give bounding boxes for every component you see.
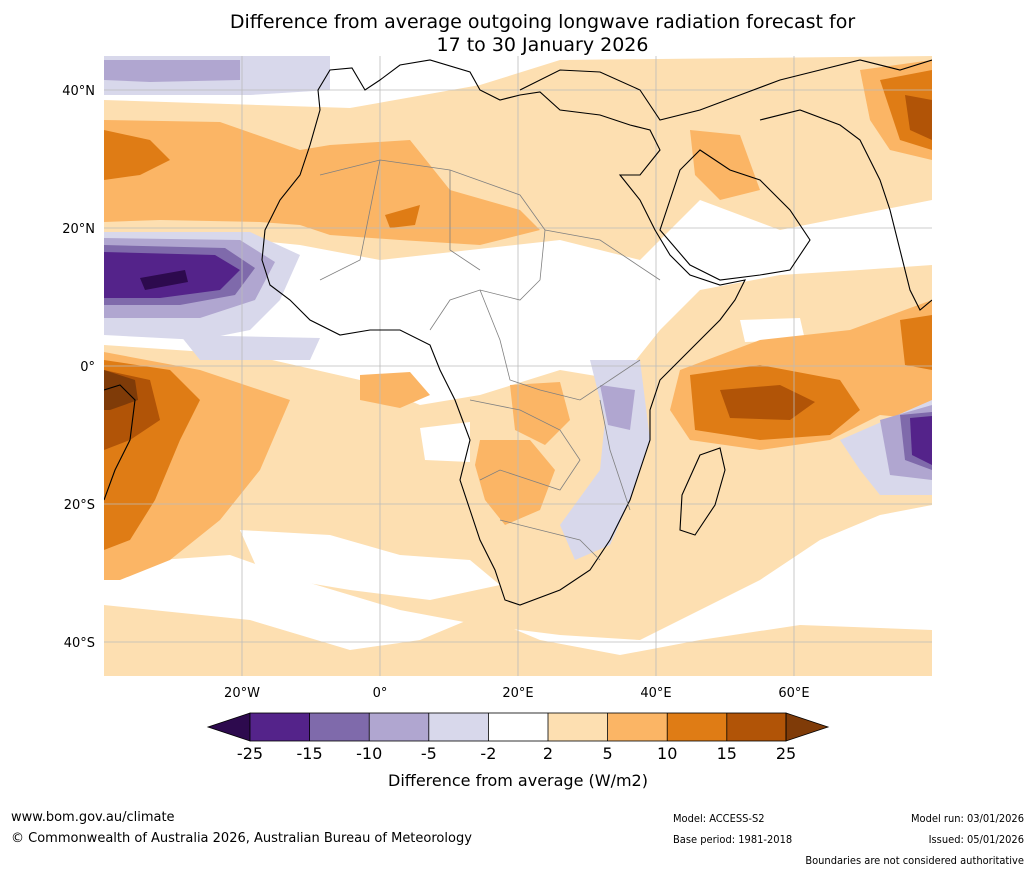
anomaly-region [910, 416, 932, 465]
colorbar-tick: -25 [237, 744, 263, 763]
anomaly-region [600, 385, 635, 430]
colorbar-tick: -10 [356, 744, 382, 763]
colorbar-swatch [250, 713, 310, 741]
colorbar-tick: 10 [657, 744, 677, 763]
colorbar-swatch [548, 713, 608, 741]
anomaly-map: 40°N 20°N 0° 20°S 40°S 20°W 0° 20°E 40°E… [62, 56, 932, 790]
anomaly-region [420, 422, 470, 462]
colorbar-tick: 25 [776, 744, 796, 763]
lon-label: 60°E [778, 686, 809, 701]
colorbar-tick: -15 [297, 744, 323, 763]
copyright-text: © Commonwealth of Australia 2026, Austra… [11, 831, 472, 846]
graticule [104, 56, 932, 676]
colorbar-tick: -2 [480, 744, 496, 763]
lat-label: 40°S [64, 636, 95, 651]
anomaly-region [385, 205, 420, 228]
lon-label: 40°E [640, 686, 671, 701]
colorbar-swatch [369, 713, 429, 741]
anomaly-region [510, 382, 570, 445]
anomaly-region [104, 60, 240, 82]
anomaly-region [104, 130, 170, 180]
colorbar-under-arrow [206, 712, 251, 742]
colorbar-tick: 5 [603, 744, 613, 763]
map-title-line-2: 17 to 30 January 2026 [436, 34, 649, 56]
anomaly-region [690, 130, 760, 200]
map-field [104, 56, 932, 676]
lat-label: 20°N [62, 222, 95, 237]
coastlines [104, 59, 932, 606]
boundaries-disclaimer: Boundaries are not considered authoritat… [805, 854, 1024, 867]
model-run-date: Model run: 03/01/2026 [911, 812, 1024, 825]
anomaly-region [900, 315, 932, 370]
country-borders [319, 159, 661, 561]
anomaly-region [104, 120, 540, 245]
lon-label: 20°W [224, 686, 260, 701]
anomaly-region [240, 530, 500, 600]
colorbar-swatch [309, 713, 370, 741]
anomaly-region [360, 372, 430, 408]
colorbar-swatch [488, 713, 548, 741]
anomaly-region [740, 318, 805, 342]
colorbar-ticks: -25 -15 -10 -5 -2 2 5 10 15 25 [237, 744, 796, 763]
colorbar-swatch [607, 713, 668, 741]
lat-label: 0° [80, 360, 95, 375]
lon-label: 0° [373, 686, 388, 701]
lat-label: 40°N [62, 84, 95, 99]
anomaly-region [180, 335, 320, 360]
lat-label: 20°S [64, 498, 95, 513]
base-period: Base period: 1981-2018 [673, 833, 793, 846]
colorbar: -25 -15 -10 -5 -2 2 5 10 15 25 Differenc… [206, 712, 830, 790]
longitude-labels: 20°W 0° 20°E 40°E 60°E [224, 686, 810, 701]
anomaly-region [104, 370, 138, 410]
anomaly-region [140, 270, 188, 290]
colorbar-swatch [726, 713, 787, 741]
map-title-line-1: Difference from average outgoing longwav… [229, 11, 856, 33]
anomaly-region [905, 95, 932, 140]
website-link[interactable]: www.bom.gov.au/climate [11, 810, 175, 825]
issued-date: Issued: 05/01/2026 [928, 833, 1024, 846]
colorbar-swatch [667, 713, 727, 741]
latitude-labels: 40°N 20°N 0° 20°S 40°S [62, 84, 95, 651]
model-name: Model: ACCESS-S2 [673, 812, 765, 825]
colorbar-over-arrow [785, 712, 830, 742]
colorbar-tick: 15 [717, 744, 737, 763]
colorbar-label: Difference from average (W/m2) [388, 771, 648, 790]
lon-label: 20°E [502, 686, 533, 701]
colorbar-tick: 2 [543, 744, 553, 763]
colorbar-tick: -5 [421, 744, 437, 763]
colorbar-swatch [428, 713, 489, 741]
anomaly-region [720, 385, 815, 420]
